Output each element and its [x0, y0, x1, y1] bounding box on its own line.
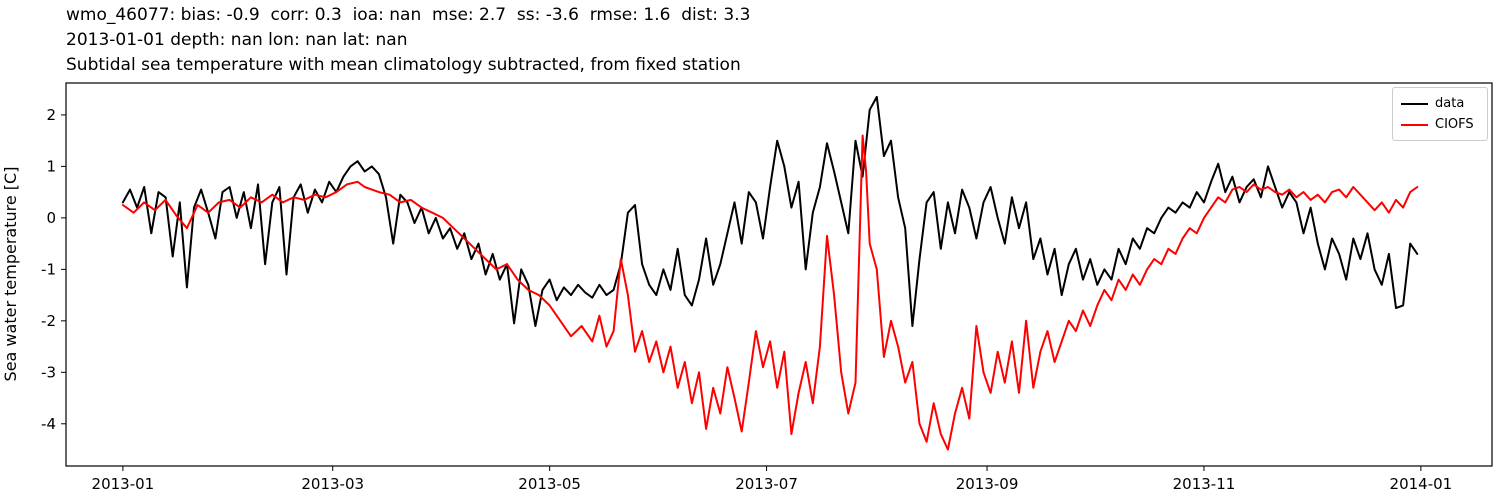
- x-tick-label: 2013-07: [735, 475, 798, 493]
- ciofs-series-line-icon: [1401, 123, 1428, 126]
- legend-entry-ciofs: CIOFS: [1401, 114, 1479, 135]
- legend-label-data: data: [1435, 96, 1465, 111]
- series-line-ciofs: [121, 134, 1419, 451]
- y-tick-label: 1: [46, 157, 56, 175]
- x-tick-label: 2013-09: [956, 475, 1019, 493]
- y-axis-label: Sea water temperature [C]: [1, 167, 20, 382]
- title-block: wmo_46077: bias: -0.9 corr: 0.3 ioa: nan…: [66, 3, 750, 78]
- y-tick-label: 0: [46, 209, 56, 227]
- series-line-data: [121, 95, 1419, 327]
- x-tick-label: 2013-05: [518, 475, 581, 493]
- title-line-subtitle: Subtidal sea temperature with mean clima…: [66, 55, 741, 75]
- title-line-metadata: 2013-01-01 depth: nan lon: nan lat: nan: [66, 30, 408, 50]
- y-tick-label: 2: [46, 106, 56, 124]
- legend-label-ciofs: CIOFS: [1435, 117, 1474, 132]
- x-tick-label: 2013-11: [1173, 475, 1236, 493]
- axes-frame: [65, 82, 1493, 467]
- x-tick-label: 2013-03: [301, 475, 364, 493]
- x-tick-label: 2013-01: [92, 475, 155, 493]
- legend-entry-data: data: [1401, 93, 1479, 114]
- legend: data CIOFS: [1392, 87, 1488, 141]
- x-tick-label: 2014-01: [1390, 475, 1453, 493]
- title-line-stats: wmo_46077: bias: -0.9 corr: 0.3 ioa: nan…: [66, 5, 751, 25]
- y-tick-label: -3: [41, 363, 56, 381]
- y-tick-label: -1: [41, 260, 56, 278]
- data-series-line-icon: [1401, 102, 1428, 105]
- y-tick-label: -2: [41, 312, 56, 330]
- y-tick-label: -4: [41, 415, 56, 433]
